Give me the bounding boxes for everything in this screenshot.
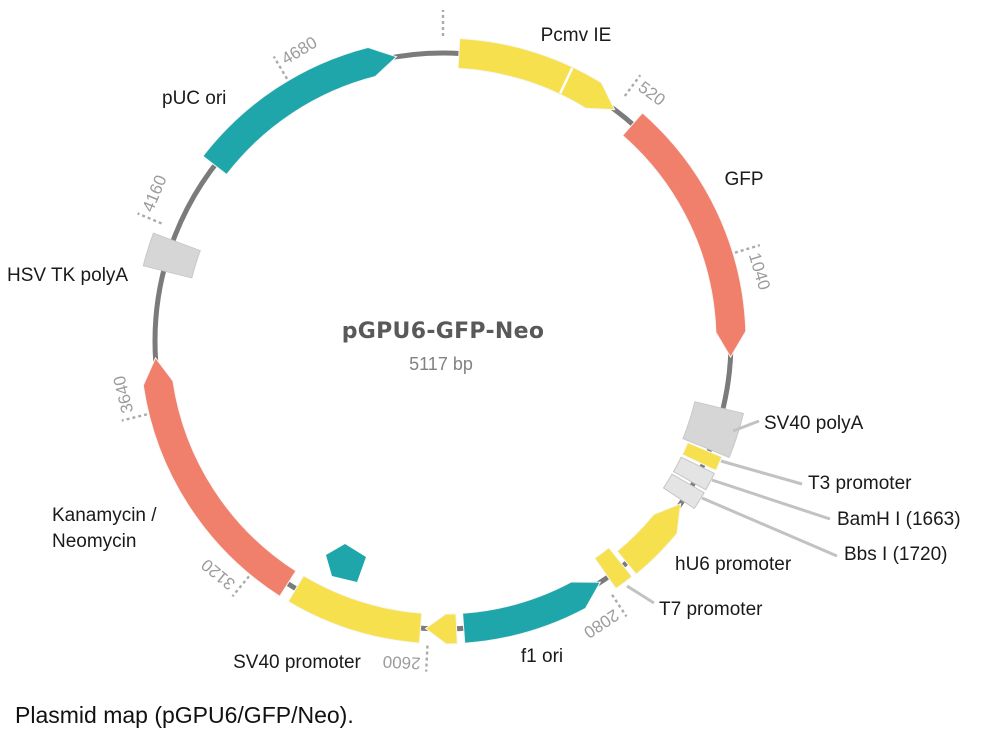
tick-mark-1040 [734, 244, 761, 254]
tick-mark-2600 [424, 645, 429, 672]
label-t3-promoter: T3 promoter [808, 473, 912, 494]
label-bbs-i: Bbs I (1720) [844, 544, 948, 565]
feature-divider-pcmv-ie [559, 67, 574, 94]
tick-label-1040: 1040 [745, 250, 774, 292]
figure-caption: Plasmid map (pGPU6/GFP/Neo). [15, 702, 354, 728]
tick-mark-2080 [611, 594, 628, 618]
plasmid-map-svg: 520 1040 2080 2600 3120 3640 4160 4680 Pcmv IE GF… [7, 10, 961, 673]
plasmid-size-label: 5117 bp [409, 354, 473, 374]
feature-bamh-i [672, 456, 716, 491]
label-hu6-promoter: hU6 promoter [675, 554, 792, 575]
feature-pcmv-ie [457, 37, 616, 111]
tick-label-3120: 3120 [198, 555, 239, 594]
tick-label-4160: 4160 [139, 172, 171, 214]
decoration-pentagon [326, 544, 366, 582]
leader-bbs-i [701, 496, 838, 558]
feature-f1-ori [462, 581, 602, 644]
feature-t3-promoter [681, 442, 723, 472]
plasmid-title: pGPU6-GFP-Neo [342, 319, 545, 344]
label-pcmv-ie: Pcmv IE [541, 25, 612, 46]
label-hsv-tk-polya: HSV TK polyA [7, 265, 128, 286]
tick-label-2600: 2600 [382, 652, 421, 673]
leader-sv40-polya [732, 419, 760, 433]
leader-t3-promoter [720, 459, 803, 486]
label-sv40-promoter: SV40 promoter [233, 652, 361, 673]
tick-label-520: 520 [635, 78, 669, 110]
leader-bamh-i [711, 478, 831, 521]
label-kanamycin-neomycin-line2: Neomycin [52, 531, 136, 552]
feature-kanamycin-neomycin [142, 356, 297, 597]
leader-t7-promoter [626, 584, 655, 605]
label-sv40-polya: SV40 polyA [764, 413, 864, 434]
feature-t7-promoter [594, 547, 633, 590]
feature-puc-ori [202, 46, 398, 176]
tick-mark-3120 [231, 575, 250, 598]
tick-mark-3640 [121, 413, 148, 422]
tick-label-2080: 2080 [580, 605, 622, 642]
tick-mark-520 [623, 74, 642, 97]
label-puc-ori: pUC ori [162, 88, 226, 109]
feature-hu6-promoter [616, 502, 682, 576]
feature-hsv-tk-polya [142, 232, 201, 279]
feature-gfp [621, 112, 747, 359]
tick-mark-4680 [272, 55, 289, 80]
label-f1-ori: f1 ori [521, 646, 563, 667]
feature-sv40-promoter-head [424, 613, 458, 645]
label-bamh-i: BamH I (1663) [837, 509, 961, 530]
tick-label-3640: 3640 [110, 374, 138, 415]
feature-bbs-i [662, 473, 705, 510]
tick-label-4680: 4680 [278, 33, 320, 69]
label-gfp: GFP [724, 169, 763, 190]
label-t7-promoter: T7 promoter [659, 599, 763, 620]
feature-sv40-promoter [287, 575, 423, 644]
tick-mark-4160 [137, 212, 163, 225]
label-kanamycin-neomycin-line1: Kanamycin / [52, 505, 157, 526]
